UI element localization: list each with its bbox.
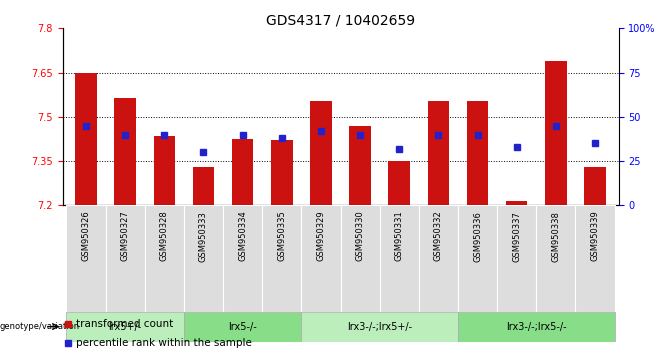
Text: lrx3-/-;lrx5-/-: lrx3-/-;lrx5-/-	[506, 321, 567, 332]
FancyBboxPatch shape	[458, 312, 615, 342]
Bar	[506, 201, 528, 205]
FancyBboxPatch shape	[536, 205, 576, 312]
Title: GDS4317 / 10402659: GDS4317 / 10402659	[266, 13, 415, 27]
FancyBboxPatch shape	[458, 205, 497, 312]
Text: genotype/variation: genotype/variation	[0, 322, 80, 331]
Bar	[428, 101, 449, 205]
Text: GSM950334: GSM950334	[238, 211, 247, 261]
FancyBboxPatch shape	[262, 205, 301, 312]
Text: lrx5-/-: lrx5-/-	[228, 321, 257, 332]
Text: GSM950326: GSM950326	[82, 211, 91, 261]
Bar	[193, 167, 215, 205]
FancyBboxPatch shape	[576, 205, 615, 312]
FancyBboxPatch shape	[66, 312, 184, 342]
Text: GSM950339: GSM950339	[590, 211, 599, 261]
Text: GSM950335: GSM950335	[277, 211, 286, 261]
Text: GSM950330: GSM950330	[355, 211, 365, 261]
Text: lrx3-/-;lrx5+/-: lrx3-/-;lrx5+/-	[347, 321, 412, 332]
Text: GSM950327: GSM950327	[120, 211, 130, 261]
Text: GSM950338: GSM950338	[551, 211, 561, 262]
Bar	[388, 161, 410, 205]
Bar	[75, 73, 97, 205]
FancyBboxPatch shape	[184, 312, 301, 342]
FancyBboxPatch shape	[301, 312, 458, 342]
FancyBboxPatch shape	[341, 205, 380, 312]
Bar	[310, 101, 332, 205]
FancyBboxPatch shape	[66, 205, 105, 312]
Bar	[232, 139, 253, 205]
FancyBboxPatch shape	[419, 205, 458, 312]
Text: percentile rank within the sample: percentile rank within the sample	[76, 338, 252, 348]
Text: GSM950336: GSM950336	[473, 211, 482, 262]
Bar	[467, 101, 488, 205]
Text: GSM950332: GSM950332	[434, 211, 443, 261]
Text: transformed count: transformed count	[76, 319, 174, 329]
Bar	[153, 136, 175, 205]
FancyBboxPatch shape	[301, 205, 341, 312]
Bar	[349, 126, 371, 205]
Text: GSM950328: GSM950328	[160, 211, 169, 261]
Bar	[545, 61, 567, 205]
Bar	[584, 167, 606, 205]
FancyBboxPatch shape	[184, 205, 223, 312]
Bar	[114, 98, 136, 205]
Text: GSM950333: GSM950333	[199, 211, 208, 262]
Text: GSM950329: GSM950329	[316, 211, 326, 261]
FancyBboxPatch shape	[380, 205, 419, 312]
FancyBboxPatch shape	[497, 205, 536, 312]
FancyBboxPatch shape	[145, 205, 184, 312]
Text: lrx5+/-: lrx5+/-	[109, 321, 141, 332]
FancyBboxPatch shape	[105, 205, 145, 312]
FancyBboxPatch shape	[223, 205, 262, 312]
Text: GSM950337: GSM950337	[512, 211, 521, 262]
Bar	[271, 141, 293, 205]
Text: GSM950331: GSM950331	[395, 211, 404, 261]
